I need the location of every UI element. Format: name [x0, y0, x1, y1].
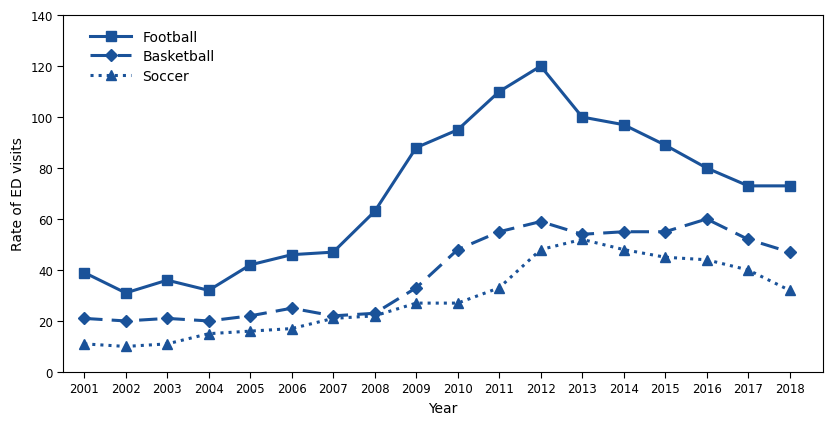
- Football: [369, 209, 379, 214]
- Y-axis label: Rate of ED visits: Rate of ED visits: [11, 137, 25, 251]
- Soccer: [701, 258, 711, 263]
- Soccer: [743, 268, 753, 273]
- Football: [287, 253, 297, 258]
- Soccer: [535, 248, 545, 253]
- Football: [535, 64, 545, 69]
- Basketball: [495, 230, 505, 235]
- Basketball: [535, 219, 545, 225]
- Football: [785, 184, 795, 189]
- Basketball: [121, 319, 131, 324]
- Football: [79, 271, 89, 276]
- Basketball: [162, 316, 172, 321]
- Football: [203, 288, 214, 293]
- Football: [121, 291, 131, 296]
- Soccer: [785, 288, 795, 293]
- Soccer: [245, 329, 255, 334]
- Football: [411, 146, 421, 151]
- Soccer: [121, 344, 131, 349]
- Football: [619, 123, 629, 128]
- Basketball: [577, 232, 587, 237]
- Soccer: [577, 237, 587, 242]
- Basketball: [661, 230, 671, 235]
- Line: Basketball: Basketball: [80, 215, 794, 326]
- Soccer: [495, 285, 505, 291]
- Soccer: [162, 342, 172, 347]
- Legend: Football, Basketball, Soccer: Football, Basketball, Soccer: [86, 26, 219, 88]
- Soccer: [661, 255, 671, 260]
- Soccer: [329, 316, 339, 321]
- Soccer: [411, 301, 421, 306]
- Football: [245, 263, 255, 268]
- Basketball: [329, 314, 339, 319]
- Football: [661, 143, 671, 148]
- Football: [162, 278, 172, 283]
- Football: [495, 90, 505, 95]
- Soccer: [453, 301, 463, 306]
- Soccer: [79, 342, 89, 347]
- Soccer: [287, 326, 297, 331]
- Basketball: [743, 237, 753, 242]
- Basketball: [411, 285, 421, 291]
- Basketball: [245, 314, 255, 319]
- Basketball: [701, 217, 711, 222]
- Basketball: [785, 250, 795, 255]
- Soccer: [619, 248, 629, 253]
- Football: [577, 115, 587, 120]
- Basketball: [369, 311, 379, 316]
- Basketball: [203, 319, 214, 324]
- Football: [453, 128, 463, 133]
- Football: [701, 166, 711, 171]
- Line: Soccer: Soccer: [80, 235, 794, 351]
- X-axis label: Year: Year: [429, 401, 458, 415]
- Basketball: [453, 248, 463, 253]
- Soccer: [203, 331, 214, 337]
- Basketball: [79, 316, 89, 321]
- Basketball: [287, 306, 297, 311]
- Basketball: [619, 230, 629, 235]
- Football: [743, 184, 753, 189]
- Football: [329, 250, 339, 255]
- Soccer: [369, 314, 379, 319]
- Line: Football: Football: [80, 63, 794, 298]
